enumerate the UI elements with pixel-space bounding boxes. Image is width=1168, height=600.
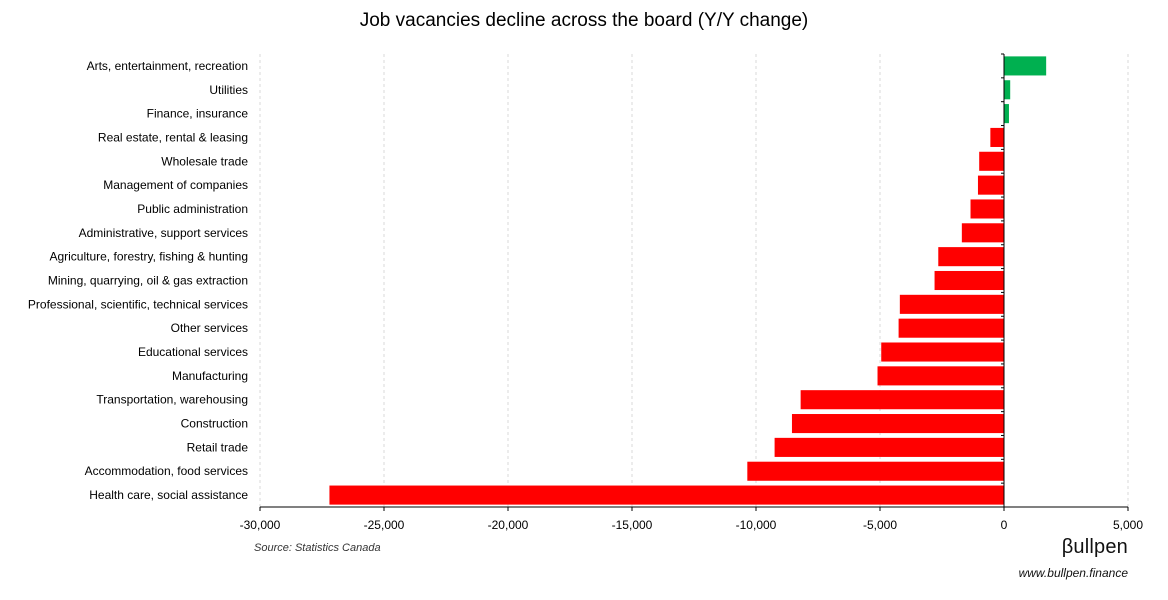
- brand-logo: βullpen: [1061, 536, 1128, 558]
- x-tick-label: -5,000: [863, 518, 897, 532]
- bar: [979, 151, 1004, 171]
- bar: [934, 270, 1004, 291]
- x-tick-label: -10,000: [736, 518, 777, 532]
- category-label: Mining, quarrying, oil & gas extraction: [48, 274, 248, 288]
- category-label: Accommodation, food services: [85, 464, 248, 478]
- x-tick-label: 5,000: [1113, 518, 1143, 532]
- bar: [1004, 56, 1047, 76]
- axes: [259, 53, 1129, 511]
- bar: [1004, 80, 1011, 100]
- x-tick-label: -25,000: [364, 518, 405, 532]
- bar: [329, 485, 1004, 505]
- category-label: Management of companies: [103, 178, 248, 192]
- bar: [970, 199, 1004, 219]
- website-link: www.bullpen.finance: [1018, 566, 1128, 580]
- category-label: Agriculture, forestry, fishing & hunting: [49, 250, 248, 264]
- bar: [990, 127, 1004, 147]
- category-label: Professional, scientific, technical serv…: [28, 297, 248, 311]
- category-label: Real estate, rental & leasing: [98, 130, 248, 144]
- category-label: Manufacturing: [172, 369, 248, 383]
- category-label: Other services: [171, 321, 248, 335]
- bar: [800, 390, 1004, 410]
- bar: [899, 294, 1004, 314]
- category-label: Finance, insurance: [147, 107, 249, 121]
- x-tick-label: -30,000: [240, 518, 281, 532]
- category-labels: Arts, entertainment, recreation Utilities…: [28, 59, 248, 502]
- x-tick-label: -15,000: [612, 518, 653, 532]
- category-label: Educational services: [138, 345, 248, 359]
- category-label: Construction: [181, 417, 248, 431]
- bar: [898, 318, 1004, 338]
- chart-title: Job vacancies decline across the board (…: [359, 10, 809, 31]
- category-label: Public administration: [137, 202, 248, 216]
- bar: [774, 437, 1004, 457]
- source-note: Source: Statistics Canada: [254, 542, 381, 554]
- bars: [329, 56, 1047, 505]
- x-tick-label: 0: [1001, 518, 1008, 532]
- bar: [791, 414, 1004, 434]
- category-label: Transportation, warehousing: [96, 393, 248, 407]
- bar: [977, 175, 1004, 195]
- bar: [938, 247, 1004, 267]
- x-tick-label: -20,000: [488, 518, 529, 532]
- category-label: Retail trade: [187, 440, 249, 454]
- bar: [747, 461, 1004, 481]
- category-label: Arts, entertainment, recreation: [87, 59, 248, 73]
- x-tick-labels: -30,000 -25,000 -20,000 -15,000 -10,000 -5,00…: [240, 518, 1144, 532]
- category-label: Wholesale trade: [161, 154, 248, 168]
- category-label: Administrative, support services: [79, 226, 248, 240]
- category-label: Health care, social assistance: [89, 488, 248, 502]
- bar: [881, 342, 1004, 362]
- bar: [877, 366, 1004, 386]
- bar: [961, 223, 1004, 243]
- bar: [1004, 104, 1009, 124]
- category-label: Utilities: [209, 83, 248, 97]
